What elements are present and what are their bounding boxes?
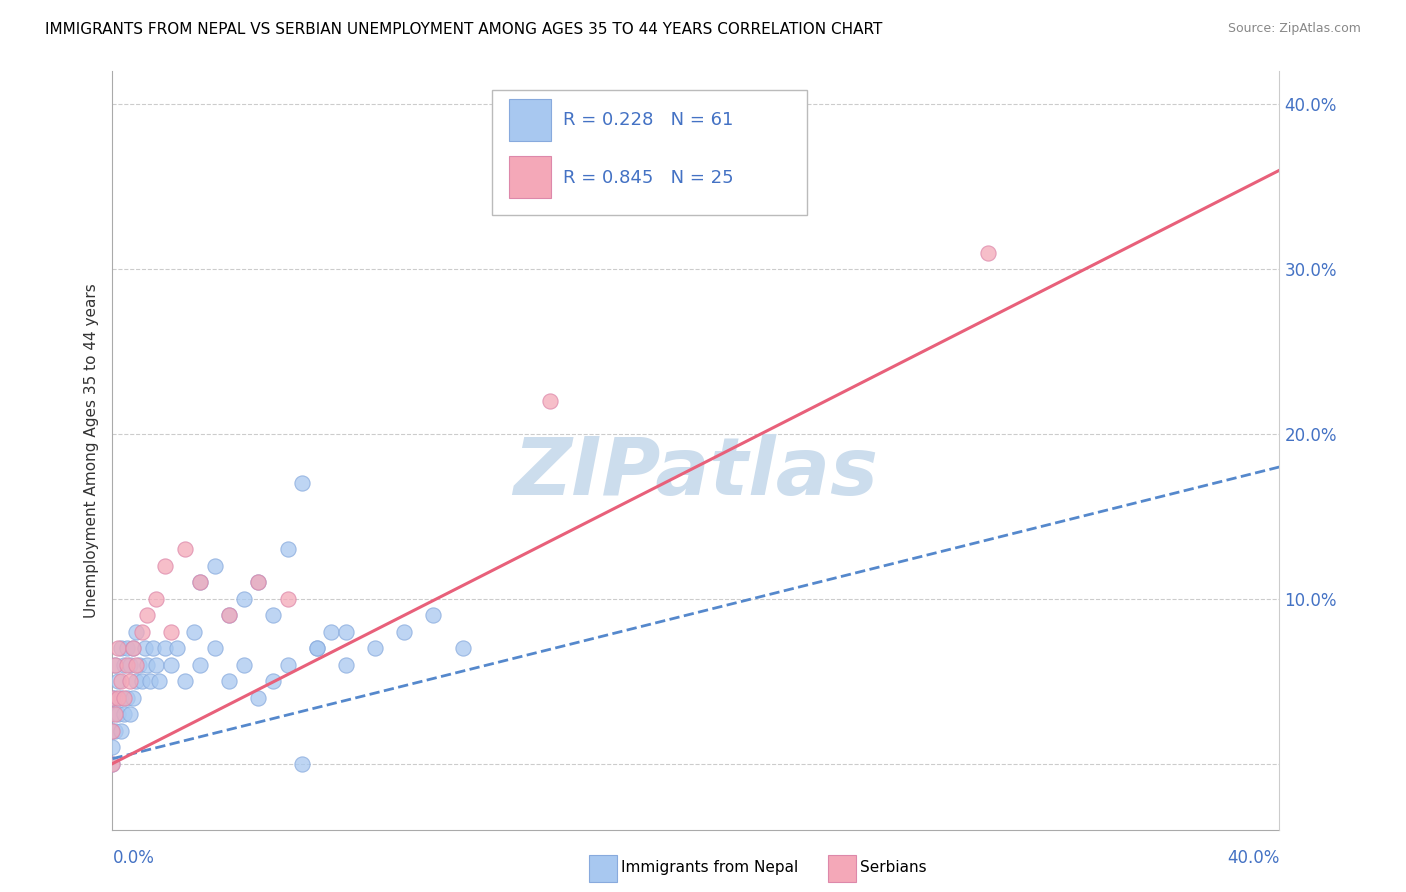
Text: 40.0%: 40.0%: [1227, 849, 1279, 867]
Point: [422, 608, 444, 623]
Point: [160, 624, 183, 639]
Point: [104, 690, 127, 705]
FancyBboxPatch shape: [492, 90, 807, 216]
Point: [122, 641, 145, 656]
Point: [101, 723, 124, 738]
Point: [188, 575, 211, 590]
Point: [112, 707, 135, 722]
Point: [976, 245, 998, 260]
Point: [107, 641, 129, 656]
Text: Source: ZipAtlas.com: Source: ZipAtlas.com: [1227, 22, 1361, 36]
Point: [118, 707, 141, 722]
Point: [136, 657, 159, 672]
Point: [118, 657, 141, 672]
Point: [118, 674, 141, 689]
Text: R = 0.228   N = 61: R = 0.228 N = 61: [562, 111, 734, 128]
Point: [122, 690, 145, 705]
Point: [218, 608, 240, 623]
Point: [174, 542, 197, 557]
Point: [335, 657, 357, 672]
Point: [110, 690, 132, 705]
Point: [112, 657, 135, 672]
Point: [101, 740, 124, 755]
Point: [125, 624, 148, 639]
Point: [394, 624, 416, 639]
Text: Immigrants from Nepal: Immigrants from Nepal: [621, 861, 799, 875]
Point: [145, 591, 167, 606]
Point: [188, 657, 211, 672]
Point: [104, 657, 127, 672]
Point: [166, 641, 188, 656]
Point: [232, 657, 254, 672]
Point: [204, 558, 226, 573]
Text: ZIPatlas: ZIPatlas: [513, 434, 879, 512]
Point: [101, 756, 124, 771]
Text: IMMIGRANTS FROM NEPAL VS SERBIAN UNEMPLOYMENT AMONG AGES 35 TO 44 YEARS CORRELAT: IMMIGRANTS FROM NEPAL VS SERBIAN UNEMPLO…: [45, 22, 883, 37]
Point: [115, 641, 138, 656]
Point: [247, 575, 270, 590]
Point: [538, 394, 561, 409]
Point: [136, 608, 159, 623]
Point: [247, 575, 270, 590]
Point: [112, 690, 135, 705]
Point: [153, 641, 176, 656]
Point: [125, 674, 148, 689]
Point: [232, 591, 254, 606]
Y-axis label: Unemployment Among Ages 35 to 44 years: Unemployment Among Ages 35 to 44 years: [83, 283, 98, 618]
Point: [101, 707, 124, 722]
Point: [291, 756, 314, 771]
Point: [305, 641, 328, 656]
Point: [183, 624, 205, 639]
Point: [110, 723, 132, 738]
Point: [139, 674, 162, 689]
Point: [142, 641, 165, 656]
Point: [104, 723, 127, 738]
FancyBboxPatch shape: [509, 99, 551, 141]
Point: [451, 641, 474, 656]
Point: [134, 641, 156, 656]
Point: [104, 657, 127, 672]
Point: [276, 591, 298, 606]
Point: [218, 608, 240, 623]
Point: [291, 476, 314, 491]
Point: [145, 657, 167, 672]
Text: R = 0.845   N = 25: R = 0.845 N = 25: [562, 169, 734, 186]
Point: [110, 641, 132, 656]
Point: [104, 707, 127, 722]
Point: [305, 641, 328, 656]
Point: [247, 690, 270, 705]
Point: [122, 641, 145, 656]
Point: [107, 690, 129, 705]
Point: [262, 674, 284, 689]
Text: 0.0%: 0.0%: [112, 849, 155, 867]
Point: [276, 657, 298, 672]
Point: [364, 641, 387, 656]
Point: [128, 657, 150, 672]
Point: [101, 690, 124, 705]
Point: [131, 624, 153, 639]
Point: [107, 707, 129, 722]
Point: [110, 674, 132, 689]
Point: [335, 624, 357, 639]
Point: [101, 756, 124, 771]
Point: [188, 575, 211, 590]
Point: [115, 690, 138, 705]
Point: [321, 624, 343, 639]
Point: [115, 657, 138, 672]
Point: [131, 674, 153, 689]
Point: [218, 674, 240, 689]
Point: [276, 542, 298, 557]
Text: Serbians: Serbians: [860, 861, 927, 875]
Point: [160, 657, 183, 672]
Point: [148, 674, 170, 689]
FancyBboxPatch shape: [509, 155, 551, 198]
Point: [125, 657, 148, 672]
Point: [101, 690, 124, 705]
Point: [204, 641, 226, 656]
Point: [107, 674, 129, 689]
Point: [174, 674, 197, 689]
Point: [262, 608, 284, 623]
Point: [101, 723, 124, 738]
Point: [153, 558, 176, 573]
